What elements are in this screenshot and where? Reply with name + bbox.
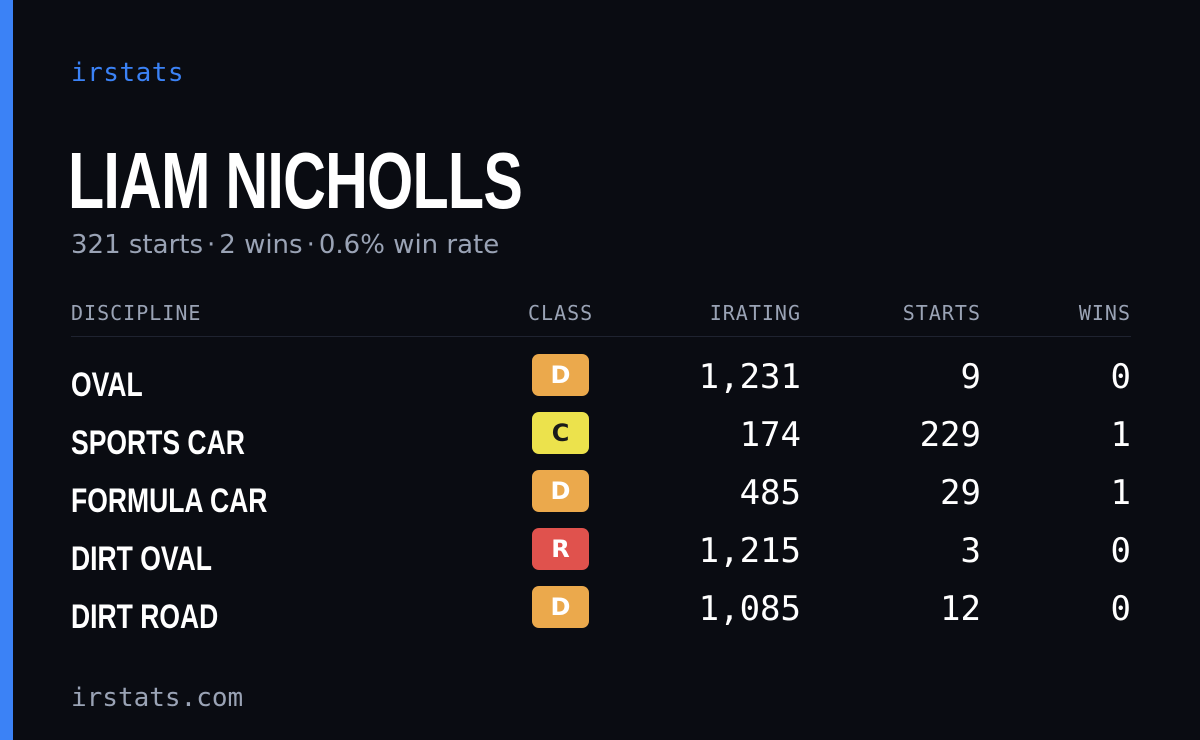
starts-summary: 321 starts bbox=[71, 230, 203, 260]
discipline-name: DIRT ROAD bbox=[71, 598, 219, 636]
summary-separator: · bbox=[306, 230, 315, 260]
discipline-table: OVAL D 1,231 9 0 SPORTS CAR C 174 229 1 … bbox=[71, 349, 1131, 639]
irating-value: 174 bbox=[739, 415, 801, 455]
class-badge: D bbox=[532, 470, 589, 512]
summary-separator: · bbox=[207, 230, 216, 260]
header-wins: WINS bbox=[1078, 301, 1131, 325]
class-badge: D bbox=[532, 586, 589, 628]
table-row: SPORTS CAR C 174 229 1 bbox=[71, 407, 1131, 465]
starts-value: 9 bbox=[960, 357, 981, 397]
irating-value: 1,215 bbox=[698, 531, 801, 571]
starts-value: 3 bbox=[960, 531, 981, 571]
wins-value: 0 bbox=[1110, 531, 1131, 571]
header-discipline: DISCIPLINE bbox=[71, 301, 202, 325]
discipline-name: DIRT OVAL bbox=[71, 540, 212, 578]
accent-bar bbox=[0, 0, 13, 740]
win-rate-summary: 0.6% win rate bbox=[318, 230, 500, 260]
wins-value: 1 bbox=[1110, 415, 1131, 455]
footer-url[interactable]: irstats.com bbox=[71, 683, 244, 713]
header-irating: IRATING bbox=[709, 301, 801, 325]
discipline-name: OVAL bbox=[71, 366, 143, 404]
table-header: DISCIPLINE CLASS IRATING STARTS WINS bbox=[71, 296, 1131, 337]
wins-value: 1 bbox=[1110, 473, 1131, 513]
starts-value: 12 bbox=[940, 589, 981, 629]
discipline-name: SPORTS CAR bbox=[71, 424, 245, 462]
class-badge: D bbox=[532, 354, 589, 396]
starts-value: 229 bbox=[919, 415, 981, 455]
wins-summary: 2 wins bbox=[219, 230, 303, 260]
table-row: OVAL D 1,231 9 0 bbox=[71, 349, 1131, 407]
discipline-name: FORMULA CAR bbox=[71, 482, 268, 520]
table-row: DIRT OVAL R 1,215 3 0 bbox=[71, 523, 1131, 581]
table-row: DIRT ROAD D 1,085 12 0 bbox=[71, 581, 1131, 639]
header-class: CLASS bbox=[528, 301, 594, 325]
table-row: FORMULA CAR D 485 29 1 bbox=[71, 465, 1131, 523]
wins-value: 0 bbox=[1110, 589, 1131, 629]
brand-logo: irstats bbox=[71, 58, 185, 88]
irating-value: 1,231 bbox=[698, 357, 801, 397]
irating-value: 485 bbox=[739, 473, 801, 513]
class-badge: R bbox=[532, 528, 589, 570]
irating-value: 1,085 bbox=[698, 589, 801, 629]
driver-summary: 321 starts · 2 wins · 0.6% win rate bbox=[71, 228, 499, 262]
class-badge: C bbox=[532, 412, 589, 454]
header-starts: STARTS bbox=[902, 301, 981, 325]
driver-name: LIAM NICHOLLS bbox=[68, 136, 523, 225]
starts-value: 29 bbox=[940, 473, 981, 513]
wins-value: 0 bbox=[1110, 357, 1131, 397]
